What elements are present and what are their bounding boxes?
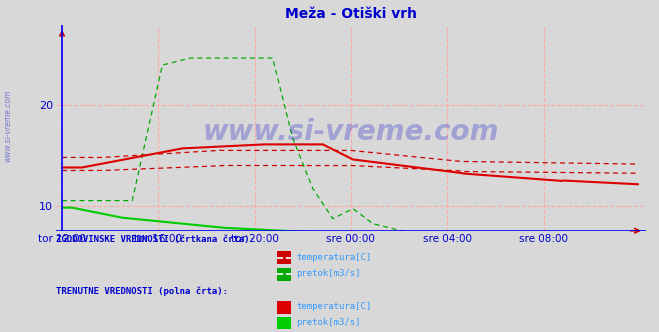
Title: Meža - Otiški vrh: Meža - Otiški vrh (285, 7, 417, 21)
Text: www.si-vreme.com: www.si-vreme.com (3, 90, 13, 162)
Text: www.si-vreme.com: www.si-vreme.com (203, 118, 499, 146)
Text: pretok[m3/s]: pretok[m3/s] (297, 269, 361, 278)
Text: ZGODOVINSKE VREDNOSTI (črtkana črta):: ZGODOVINSKE VREDNOSTI (črtkana črta): (56, 235, 255, 244)
Text: TRENUTNE VREDNOSTI (polna črta):: TRENUTNE VREDNOSTI (polna črta): (56, 286, 228, 296)
Text: pretok[m3/s]: pretok[m3/s] (297, 318, 361, 327)
Text: temperatura[C]: temperatura[C] (297, 302, 372, 311)
Text: temperatura[C]: temperatura[C] (297, 253, 372, 262)
